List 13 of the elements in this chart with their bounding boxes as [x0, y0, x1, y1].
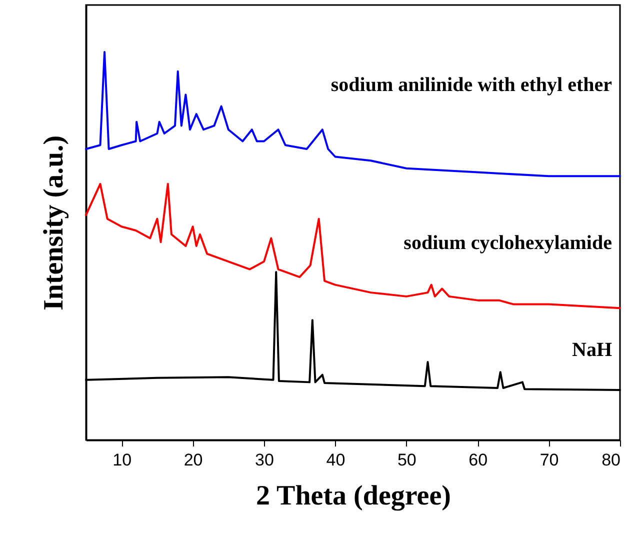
- x-tick-label: 80: [602, 450, 620, 470]
- y-axis-title: Intensity (a.u.): [38, 135, 70, 311]
- x-tick-label: 50: [397, 450, 416, 470]
- x-tick-label: 10: [112, 450, 132, 470]
- x-tick-label: 20: [184, 450, 203, 470]
- series-label: sodium anilinide with ethyl ether: [330, 74, 612, 96]
- series-label: NaH: [572, 339, 612, 361]
- x-axis-title: 2 Theta (degree): [256, 480, 451, 512]
- x-tick-label: 40: [326, 450, 346, 470]
- text: sodium cyclohexylamide: [404, 232, 612, 254]
- x-tick-label: 30: [255, 450, 274, 470]
- x-tick-label: 60: [468, 450, 488, 470]
- x-tick-label: 70: [540, 450, 559, 470]
